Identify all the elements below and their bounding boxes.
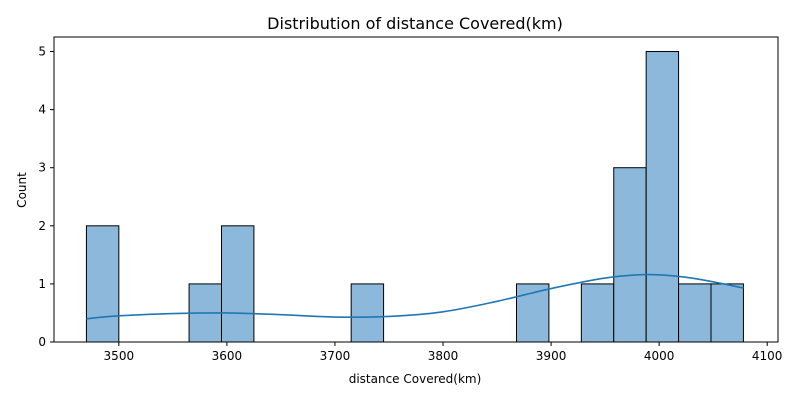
kde-layer: [86, 273, 744, 320]
histogram-bar-5: [580, 283, 615, 343]
x-tick-label-3600: 3600: [212, 349, 243, 363]
histogram-bar-6: [613, 167, 647, 343]
histogram-bar-7: [645, 51, 680, 343]
y-tick-label-0: 0: [38, 335, 46, 349]
chart-title: Distribution of distance Covered(km): [267, 14, 563, 33]
y-tick-label-1: 1: [38, 277, 46, 291]
y-tick-label-4: 4: [38, 103, 46, 117]
histogram-bar-9: [710, 283, 744, 343]
kde-curve: [86, 273, 744, 320]
x-tick-label-3900: 3900: [536, 349, 567, 363]
y-tick-label-3: 3: [38, 161, 46, 175]
x-tick-label-3700: 3700: [320, 349, 351, 363]
x-axis-label: distance Covered(km): [349, 372, 482, 386]
x-tick-label-4000: 4000: [644, 349, 675, 363]
bars-layer: [85, 51, 744, 343]
x-tick-label-3800: 3800: [428, 349, 459, 363]
histogram-bar-0: [85, 225, 120, 343]
axes-layer: 3500 3600 3700 3800 3900 4000 4100 0 1 2 3 4 5: [38, 36, 783, 363]
histogram-bar-8: [678, 283, 712, 343]
x-tick-label-4100: 4100: [752, 349, 783, 363]
histogram-bar-2: [220, 225, 255, 343]
y-tick-label-5: 5: [38, 45, 46, 59]
x-tick-label-3500: 3500: [104, 349, 135, 363]
y-tick-label-2: 2: [38, 219, 46, 233]
plot-frame: [53, 36, 779, 343]
y-axis-label: Count: [15, 172, 29, 208]
histogram-bar-3: [350, 283, 385, 343]
